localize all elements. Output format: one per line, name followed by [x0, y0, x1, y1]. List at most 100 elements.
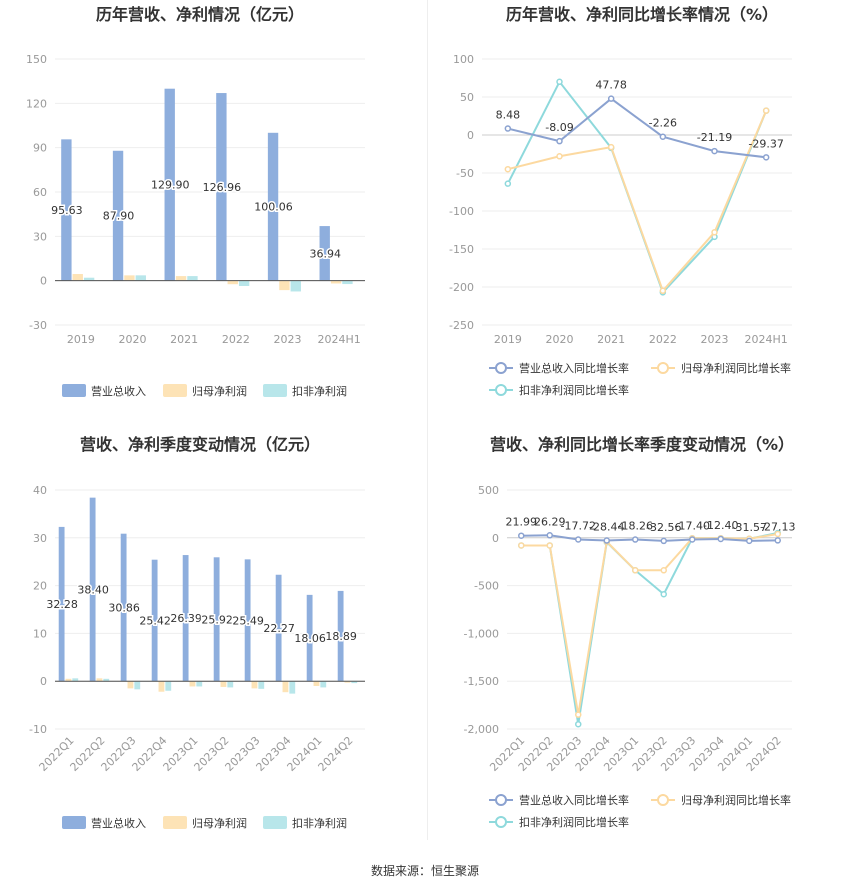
- bar-2: [342, 280, 353, 285]
- bar-1: [344, 681, 351, 683]
- data-label: -29.37: [748, 137, 783, 150]
- legend-swatch: [495, 362, 507, 374]
- y-tick-label: 30: [33, 532, 47, 545]
- series-point-1: [546, 542, 553, 549]
- y-tick-label: -150: [449, 243, 474, 256]
- data-label: -12.40: [703, 519, 738, 532]
- legend-swatch: [495, 816, 507, 828]
- bar-0: [275, 574, 282, 682]
- bar-1: [227, 280, 238, 285]
- bar-0: [151, 559, 158, 682]
- bar-1: [279, 280, 290, 291]
- bar-2: [320, 681, 327, 688]
- panel-divider: [427, 0, 428, 840]
- data-label: 25.42: [139, 614, 171, 627]
- x-tick-label: 2019: [67, 333, 95, 346]
- x-tick-label: 2019: [494, 333, 522, 346]
- data-label: 26.29: [534, 515, 566, 528]
- series-point-0: [659, 133, 667, 140]
- legend-swatch: [62, 384, 86, 397]
- data-label: 95.63: [51, 204, 83, 217]
- bar-1: [65, 678, 72, 682]
- bar-0: [306, 594, 313, 682]
- chart-annual-growth: 历年营收、净利同比增长率情况（%） 100 50 0 -50 -100 -150 -200 -2…: [427, 0, 850, 430]
- legend-label: 营业总收入: [91, 816, 146, 830]
- y-tick-label: 50: [460, 91, 474, 104]
- series-point-0: [518, 532, 525, 539]
- bar-1: [189, 681, 196, 687]
- legend-label: 扣非净利润: [292, 816, 347, 830]
- data-label: 30.86: [108, 601, 140, 614]
- data-label: 129.90: [151, 179, 190, 192]
- data-label: -28.44: [589, 521, 624, 534]
- quarterly-growth-line-chart: 营收、净利同比增长率季度变动情况（%） 500 0 -500 -1,000 -1,500 -…: [464, 435, 796, 829]
- legend-swatch: [62, 816, 86, 829]
- legend-swatch: [495, 794, 507, 806]
- bar-2: [83, 277, 95, 281]
- chart-quarterly-growth: 营收、净利同比增长率季度变动情况（%） 500 0 -500 -1,000 -1,500 -…: [427, 430, 850, 860]
- bar-2: [290, 280, 301, 292]
- series-point-2: [556, 78, 563, 86]
- data-label: -31.57: [732, 521, 767, 534]
- quarterly-bar-chart: 营收、净利季度变动情况（亿元） 40 30 20 10 0 -10 32.28 38.40 30.…: [29, 435, 365, 830]
- data-label: 36.94: [309, 247, 341, 260]
- x-tick-label: 2022: [222, 333, 250, 346]
- data-label: 18.89: [325, 630, 357, 643]
- y-tick-label: 0: [467, 129, 474, 142]
- bar-0: [164, 88, 175, 281]
- bar-0: [120, 533, 127, 682]
- series-point-0: [504, 125, 512, 132]
- series-line-2: [521, 532, 778, 725]
- data-label: -8.09: [545, 121, 573, 134]
- data-label: -27.13: [760, 520, 795, 533]
- x-tick-label: 2024H1: [318, 333, 361, 346]
- data-label: -17.72: [561, 519, 596, 532]
- y-tick-label: -200: [449, 281, 474, 294]
- series-point-0: [556, 137, 563, 145]
- data-label: 21.99: [506, 516, 538, 529]
- data-label: -18.26: [618, 520, 653, 533]
- legend-swatch: [163, 816, 187, 829]
- chart-title: 营收、净利同比增长率季度变动情况（%）: [490, 435, 794, 454]
- legend-swatch: [657, 794, 669, 806]
- bar-1: [158, 681, 165, 692]
- data-label: -17.40: [675, 519, 710, 532]
- data-label: 47.78: [595, 79, 627, 92]
- y-tick-label: 0: [40, 275, 47, 288]
- data-label: 87.90: [103, 210, 135, 223]
- bar-2: [135, 275, 146, 281]
- series-point-1: [762, 107, 770, 114]
- legend-label: 扣非净利润: [292, 384, 347, 398]
- legend-label: 归母净利润: [192, 384, 247, 398]
- chart-quarterly-revenue-profit: 营收、净利季度变动情况（亿元） 40 30 20 10 0 -10 32.28 38.40 30.…: [0, 430, 425, 860]
- series-point-0: [762, 154, 770, 161]
- series-point-0: [607, 95, 615, 102]
- data-label: 25.49: [232, 614, 264, 627]
- y-tick-label: -2,000: [464, 723, 499, 736]
- bar-0: [213, 557, 220, 682]
- series-point-0: [546, 532, 553, 539]
- y-tick-label: 40: [33, 484, 47, 497]
- legend-swatch: [263, 384, 287, 397]
- bar-2: [134, 681, 141, 690]
- x-tick-label: 2021: [170, 333, 198, 346]
- series-point-1: [575, 711, 582, 718]
- series-point-1: [659, 287, 667, 295]
- series-point-1: [556, 153, 563, 160]
- legend-swatch: [495, 384, 507, 396]
- bar-2: [165, 681, 172, 691]
- legend-label: 归母净利润同比增长率: [681, 361, 791, 375]
- data-label: 8.48: [496, 109, 520, 122]
- series-point-0: [711, 147, 718, 155]
- bar-1: [96, 678, 103, 682]
- legend-label: 营业总收入同比增长率: [519, 361, 629, 375]
- data-label: -21.19: [697, 131, 732, 144]
- bar-1: [251, 681, 258, 689]
- series-point-0: [575, 536, 582, 543]
- y-tick-label: -500: [474, 580, 499, 593]
- chart-title: 历年营收、净利情况（亿元）: [96, 5, 304, 24]
- y-tick-label: 10: [33, 627, 47, 640]
- bar-1: [330, 280, 342, 284]
- y-tick-label: 120: [26, 97, 47, 110]
- series-point-1: [504, 165, 512, 173]
